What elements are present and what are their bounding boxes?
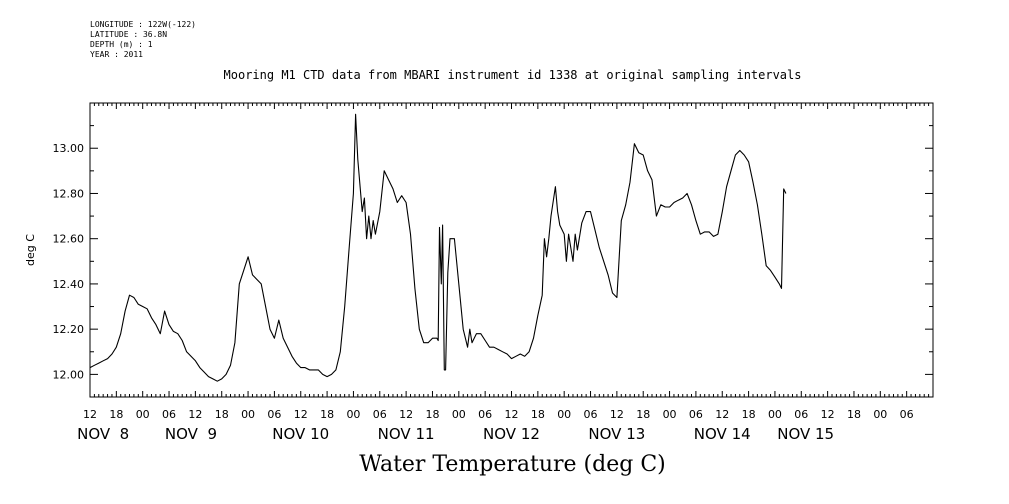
x-hour-label: 00 (768, 408, 782, 421)
longitude-text: LONGITUDE : 122W(-122) (90, 20, 196, 29)
x-day-label: NOV 12 (483, 425, 540, 443)
latitude-text: LATITUDE : 36.8N (90, 30, 168, 39)
x-hour-label: 12 (505, 408, 519, 421)
x-hour-label: 12 (715, 408, 729, 421)
x-hour-label: 06 (584, 408, 598, 421)
x-hour-label: 18 (531, 408, 545, 421)
plot-frame (89, 102, 934, 398)
y-tick-label: 12.60 (53, 233, 85, 246)
x-hour-label: 18 (425, 408, 439, 421)
x-hour-label: 12 (399, 408, 413, 421)
year-text: YEAR : 2011 (90, 50, 143, 59)
x-hour-label: 06 (162, 408, 176, 421)
x-day-label: NOV 11 (378, 425, 435, 443)
x-hour-label: 12 (821, 408, 835, 421)
x-hour-label: 12 (294, 408, 308, 421)
x-hour-label: 18 (742, 408, 756, 421)
y-tick-label: 12.00 (53, 368, 85, 381)
x-hour-label: 06 (689, 408, 703, 421)
x-hour-label: 06 (267, 408, 281, 421)
x-hour-label: 00 (452, 408, 466, 421)
x-hour-label: 00 (557, 408, 571, 421)
x-hour-label: 00 (346, 408, 360, 421)
x-axis-title: Water Temperature (deg C) (359, 452, 666, 477)
x-hour-label: 00 (241, 408, 255, 421)
x-hour-label: 18 (847, 408, 861, 421)
x-hour-label: 18 (320, 408, 334, 421)
x-day-label: NOV 14 (694, 425, 751, 443)
y-tick-label: 12.40 (53, 278, 85, 291)
x-day-label: NOV 10 (272, 425, 329, 443)
x-hour-label: 06 (373, 408, 387, 421)
x-day-label: NOV 8 (77, 425, 129, 443)
x-day-label: NOV 13 (588, 425, 645, 443)
y-tick-label: 13.00 (53, 142, 85, 155)
x-hour-label: 06 (900, 408, 914, 421)
x-day-label: NOV 9 (165, 425, 217, 443)
x-hour-label: 06 (794, 408, 808, 421)
y-tick-label: 12.80 (53, 187, 85, 200)
metadata-block: LONGITUDE : 122W(-122) LATITUDE : 36.8N … (90, 20, 196, 60)
x-hour-label: 12 (610, 408, 624, 421)
x-hour-label: 00 (663, 408, 677, 421)
y-tick-label: 12.20 (53, 323, 85, 336)
x-day-label: NOV 15 (777, 425, 834, 443)
depth-text: DEPTH (m) : 1 (90, 40, 153, 49)
x-hour-label: 12 (83, 408, 97, 421)
x-hour-label: 18 (215, 408, 229, 421)
temperature-series-line (89, 113, 787, 382)
x-hour-label: 18 (636, 408, 650, 421)
x-hour-label: 18 (109, 408, 123, 421)
x-hour-label: 00 (136, 408, 150, 421)
chart-title: Mooring M1 CTD data from MBARI instrumen… (223, 68, 802, 82)
y-axis-label: deg C (24, 234, 37, 266)
x-hour-label: 06 (478, 408, 492, 421)
x-hour-label: 00 (873, 408, 887, 421)
x-hour-label: 12 (188, 408, 202, 421)
